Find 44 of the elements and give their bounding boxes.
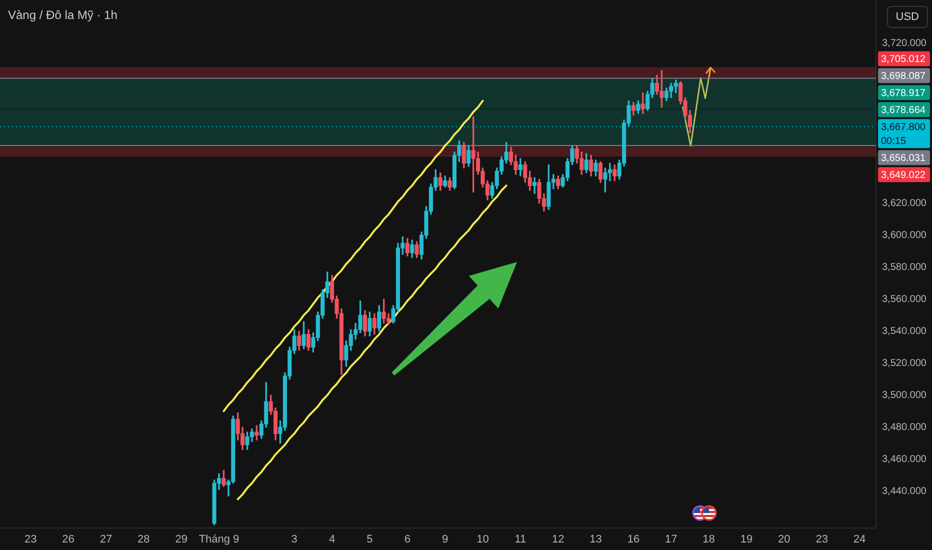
x-tick-label: 10 bbox=[476, 534, 489, 546]
candlestick bbox=[532, 177, 537, 194]
ref-line-label: 3,656.031 bbox=[881, 152, 926, 164]
band-label: 3,678.917 bbox=[881, 88, 926, 99]
x-tick-label: 20 bbox=[778, 534, 790, 546]
x-tick-label: 19 bbox=[740, 534, 753, 546]
x-tick-label: 27 bbox=[100, 534, 112, 546]
x-tick-label: 24 bbox=[853, 534, 866, 546]
x-tick-label: 13 bbox=[590, 534, 602, 546]
y-tick-label: 3,500.000 bbox=[882, 390, 927, 401]
x-tick-label: 18 bbox=[702, 534, 715, 546]
x-tick-label: 12 bbox=[552, 534, 564, 546]
band-label: 3,649.022 bbox=[881, 170, 926, 181]
x-tick-label: 6 bbox=[404, 534, 410, 546]
ref-line-label: 3,667.800 bbox=[881, 122, 926, 133]
x-tick-label: 28 bbox=[138, 534, 150, 546]
x-tick-label: 16 bbox=[627, 534, 640, 546]
y-tick-label: 3,540.000 bbox=[882, 326, 927, 337]
text: Vàng / Đô la Mỹ · 1h bbox=[8, 8, 118, 22]
x-tick-label: 17 bbox=[665, 534, 678, 546]
band-label: 3,705.012 bbox=[881, 54, 926, 65]
y-tick-label: 3,600.000 bbox=[882, 230, 927, 241]
x-tick-label: 23 bbox=[816, 534, 828, 546]
x-tick-label: 3 bbox=[291, 534, 298, 546]
y-axis-title: USD bbox=[886, 6, 928, 28]
y-tick-label: 3,720.000 bbox=[882, 38, 927, 49]
y-tick-label: 3,460.000 bbox=[882, 454, 927, 465]
x-tick-label: 11 bbox=[514, 534, 526, 546]
y-tick-label: 3,480.000 bbox=[882, 422, 927, 433]
y-tick-label: 3,620.000 bbox=[882, 198, 927, 209]
x-tick-label: 4 bbox=[328, 534, 336, 546]
ref-line-label: 3,698.087 bbox=[881, 70, 926, 82]
x-tick-label: 9 bbox=[442, 534, 448, 546]
y-tick-label: 3,580.000 bbox=[882, 262, 927, 273]
band-label: 3,678.664 bbox=[881, 104, 926, 116]
y-tick-label: 3,440.000 bbox=[882, 486, 927, 497]
x-tick-label: Tháng 9 bbox=[198, 534, 240, 546]
x-tick-label: 26 bbox=[62, 534, 74, 546]
x-tick-label: 29 bbox=[175, 534, 188, 546]
x-tick-label: 5 bbox=[366, 534, 373, 546]
text: 00:15 bbox=[881, 136, 906, 147]
y-tick-label: 3,520.000 bbox=[882, 358, 927, 369]
y-tick-label: 3,560.000 bbox=[882, 294, 927, 305]
x-tick-label: 23 bbox=[24, 534, 37, 546]
